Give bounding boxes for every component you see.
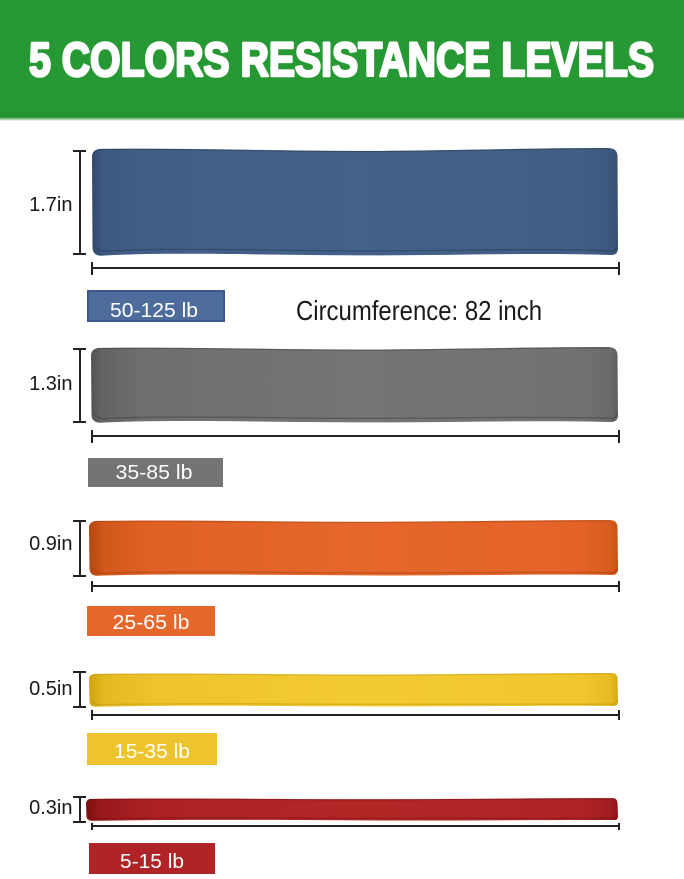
svg-text:0.5in: 0.5in: [29, 678, 72, 700]
svg-text:5 COLORS RESISTANCE LEVELS: 5 COLORS RESISTANCE LEVELS: [29, 34, 654, 87]
svg-text:1.7in: 1.7in: [29, 194, 72, 216]
svg-text:5-15 lb: 5-15 lb: [120, 851, 184, 873]
svg-text:15-35 lb: 15-35 lb: [114, 741, 190, 763]
svg-text:50-125 lb: 50-125 lb: [110, 300, 198, 322]
svg-text:35-85 lb: 35-85 lb: [116, 462, 193, 484]
svg-text:0.9in: 0.9in: [29, 533, 72, 555]
svg-text:1.3in: 1.3in: [29, 373, 72, 395]
svg-text:0.3in: 0.3in: [29, 797, 72, 819]
svg-text:Circumference: 82 inch: Circumference: 82 inch: [296, 295, 542, 326]
svg-text:25-65 lb: 25-65 lb: [113, 612, 190, 634]
